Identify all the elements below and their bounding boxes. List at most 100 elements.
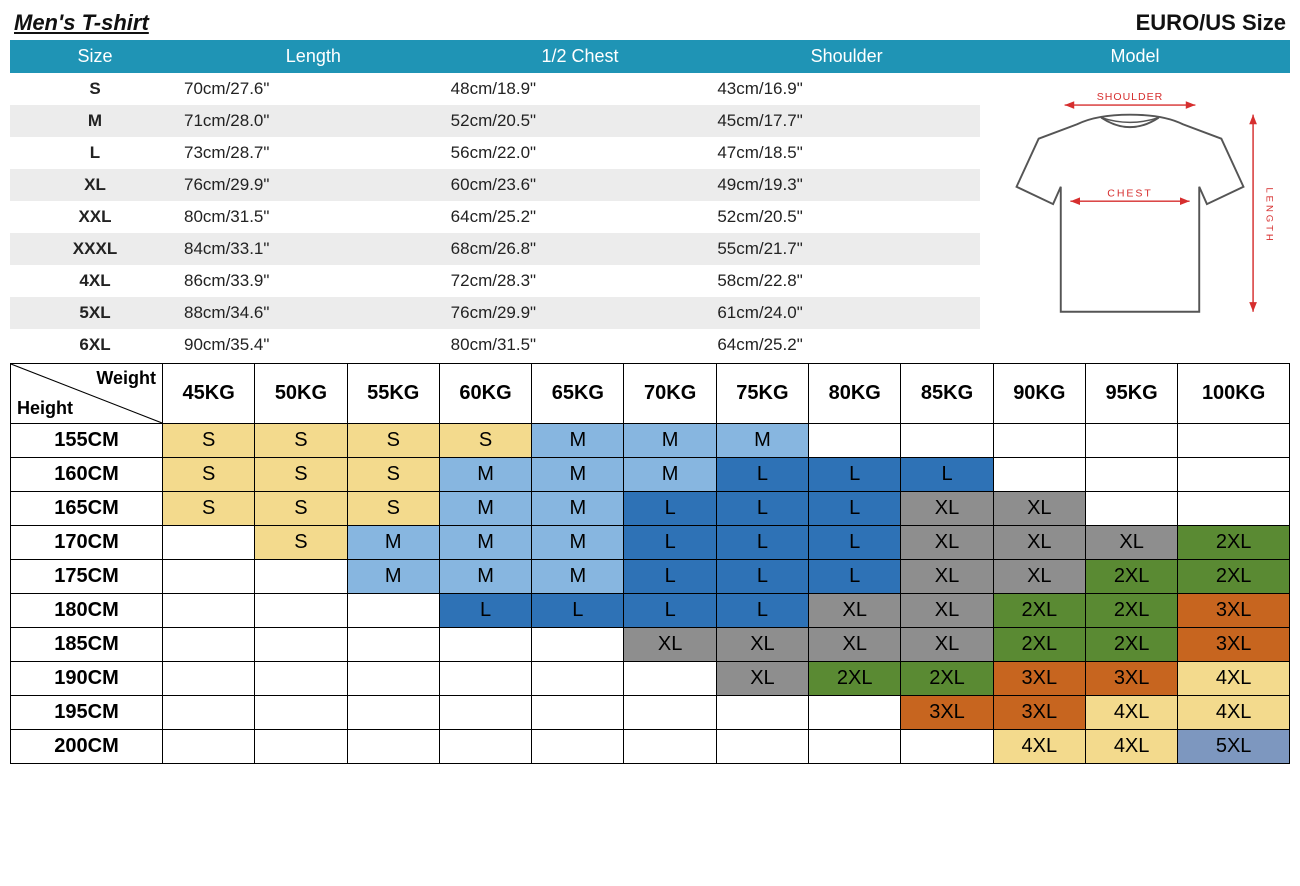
rec-cell: L bbox=[624, 594, 716, 628]
rec-height-header: 160CM bbox=[11, 458, 163, 492]
rec-cell bbox=[163, 662, 255, 696]
rec-cell bbox=[1178, 458, 1290, 492]
rec-cell bbox=[163, 628, 255, 662]
size-table-cell: 88cm/34.6" bbox=[180, 297, 447, 329]
size-table-cell: 76cm/29.9" bbox=[447, 297, 714, 329]
rec-cell bbox=[255, 594, 347, 628]
rec-weight-header: 70KG bbox=[624, 364, 716, 424]
size-table-cell: 90cm/35.4" bbox=[180, 329, 447, 361]
rec-cell: 2XL bbox=[901, 662, 993, 696]
rec-cell bbox=[347, 594, 439, 628]
rec-cell bbox=[255, 628, 347, 662]
rec-cell: M bbox=[439, 458, 531, 492]
rec-cell: S bbox=[163, 492, 255, 526]
rec-height-header: 165CM bbox=[11, 492, 163, 526]
rec-weight-header: 60KG bbox=[439, 364, 531, 424]
size-table-cell: 45cm/17.7" bbox=[713, 105, 980, 137]
rec-cell: L bbox=[716, 594, 808, 628]
rec-cell: S bbox=[163, 458, 255, 492]
rec-cell bbox=[716, 696, 808, 730]
rec-weight-header: 55KG bbox=[347, 364, 439, 424]
size-table-cell: 48cm/18.9" bbox=[447, 73, 714, 105]
rec-cell bbox=[255, 662, 347, 696]
rec-cell: XL bbox=[993, 526, 1085, 560]
rec-height-header: 175CM bbox=[11, 560, 163, 594]
rec-height-header: 180CM bbox=[11, 594, 163, 628]
rec-cell bbox=[163, 594, 255, 628]
rec-cell bbox=[439, 730, 531, 764]
rec-cell: M bbox=[624, 458, 716, 492]
size-table-header: Length bbox=[180, 40, 447, 73]
size-table-cell: 6XL bbox=[10, 329, 180, 361]
rec-cell: 5XL bbox=[1178, 730, 1290, 764]
size-table-cell: 52cm/20.5" bbox=[713, 201, 980, 233]
rec-cell: M bbox=[532, 458, 624, 492]
rec-cell: M bbox=[439, 492, 531, 526]
rec-cell: 3XL bbox=[1178, 628, 1290, 662]
page-title: Men's T-shirt bbox=[14, 10, 149, 36]
rec-cell: L bbox=[809, 458, 901, 492]
size-measurement-table: SizeLength1/2 ChestShoulderModelS70cm/27… bbox=[10, 40, 1290, 361]
rec-cell: M bbox=[532, 560, 624, 594]
rec-cell bbox=[716, 730, 808, 764]
size-table-cell: 47cm/18.5" bbox=[713, 137, 980, 169]
rec-cell: 3XL bbox=[1085, 662, 1177, 696]
rec-cell bbox=[993, 424, 1085, 458]
rec-cell: M bbox=[532, 492, 624, 526]
rec-cell: XL bbox=[901, 526, 993, 560]
size-table-cell: 49cm/19.3" bbox=[713, 169, 980, 201]
rec-cell: L bbox=[716, 560, 808, 594]
rec-height-header: 195CM bbox=[11, 696, 163, 730]
size-table-cell: 76cm/29.9" bbox=[180, 169, 447, 201]
size-table-cell: XXXL bbox=[10, 233, 180, 265]
rec-cell: S bbox=[255, 424, 347, 458]
size-table-header: Shoulder bbox=[713, 40, 980, 73]
rec-cell: L bbox=[439, 594, 531, 628]
svg-text:CHEST: CHEST bbox=[1107, 187, 1152, 199]
rec-cell bbox=[532, 628, 624, 662]
rec-cell bbox=[255, 560, 347, 594]
rec-weight-header: 80KG bbox=[809, 364, 901, 424]
rec-cell bbox=[1085, 458, 1177, 492]
rec-cell: 2XL bbox=[1085, 560, 1177, 594]
rec-cell bbox=[347, 662, 439, 696]
rec-cell: XL bbox=[809, 594, 901, 628]
rec-cell bbox=[809, 730, 901, 764]
rec-cell: L bbox=[901, 458, 993, 492]
rec-weight-header: 85KG bbox=[901, 364, 993, 424]
size-table-cell: 86cm/33.9" bbox=[180, 265, 447, 297]
rec-cell: XL bbox=[1085, 526, 1177, 560]
rec-cell: M bbox=[439, 560, 531, 594]
rec-weight-header: 65KG bbox=[532, 364, 624, 424]
rec-cell: M bbox=[347, 526, 439, 560]
rec-height-header: 185CM bbox=[11, 628, 163, 662]
rec-cell: L bbox=[809, 560, 901, 594]
size-table-cell: 56cm/22.0" bbox=[447, 137, 714, 169]
size-table-header: Model bbox=[980, 40, 1290, 73]
rec-height-header: 200CM bbox=[11, 730, 163, 764]
rec-cell: 2XL bbox=[1085, 594, 1177, 628]
rec-cell: XL bbox=[901, 492, 993, 526]
rec-cell: 2XL bbox=[993, 628, 1085, 662]
rec-cell: XL bbox=[993, 492, 1085, 526]
rec-cell bbox=[347, 696, 439, 730]
rec-cell bbox=[532, 662, 624, 696]
rec-weight-header: 100KG bbox=[1178, 364, 1290, 424]
rec-cell: 3XL bbox=[993, 696, 1085, 730]
size-table-cell: XXL bbox=[10, 201, 180, 233]
svg-text:SHOULDER: SHOULDER bbox=[1097, 91, 1163, 103]
size-recommendation-table: WeightHeight45KG50KG55KG60KG65KG70KG75KG… bbox=[10, 363, 1290, 764]
rec-cell bbox=[532, 730, 624, 764]
rec-cell bbox=[163, 696, 255, 730]
rec-cell: L bbox=[532, 594, 624, 628]
rec-cell: XL bbox=[901, 628, 993, 662]
rec-cell: XL bbox=[624, 628, 716, 662]
rec-cell: 2XL bbox=[809, 662, 901, 696]
size-table-cell: 4XL bbox=[10, 265, 180, 297]
rec-cell: M bbox=[347, 560, 439, 594]
rec-cell: 2XL bbox=[993, 594, 1085, 628]
rec-cell: L bbox=[624, 526, 716, 560]
size-table-cell: 61cm/24.0" bbox=[713, 297, 980, 329]
rec-cell bbox=[624, 730, 716, 764]
rec-cell: XL bbox=[809, 628, 901, 662]
